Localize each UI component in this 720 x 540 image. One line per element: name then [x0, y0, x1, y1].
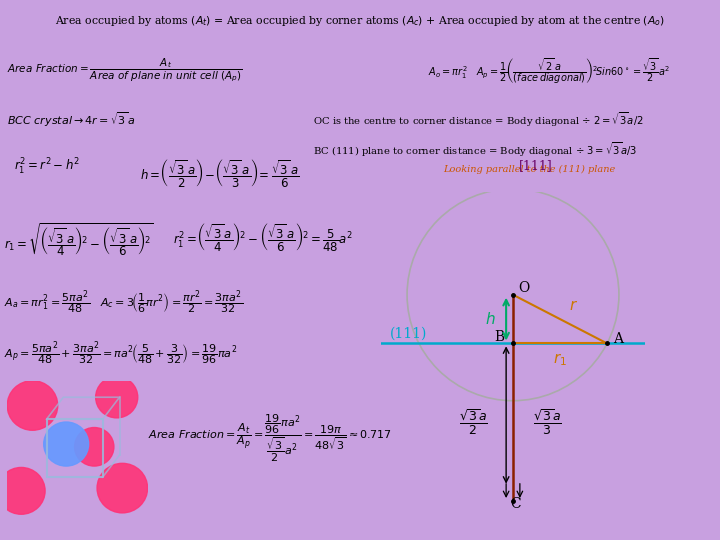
Text: $r_1 = \sqrt{\!\left(\dfrac{\sqrt{3}\,a}{4}\right)^{\!2} - \left(\dfrac{\sqrt{3}: $r_1 = \sqrt{\!\left(\dfrac{\sqrt{3}\,a}… — [4, 221, 153, 258]
Text: $\mathit{Area\ Fraction} = \dfrac{A_t}{\mathit{Area\ of\ plane\ in\ unit\ cell}\: $\mathit{Area\ Fraction} = \dfrac{A_t}{\… — [7, 57, 243, 84]
Text: $r_1^2 = r^2 - h^2$: $r_1^2 = r^2 - h^2$ — [14, 157, 81, 177]
Text: $h$: $h$ — [485, 311, 496, 327]
Text: $r_1$: $r_1$ — [553, 352, 567, 368]
Text: $r$: $r$ — [569, 299, 577, 313]
Circle shape — [0, 468, 45, 514]
Circle shape — [97, 463, 148, 513]
Text: OC is the centre to corner distance = Body diagonal $\div\ 2 = \sqrt{3}a/2$: OC is the centre to corner distance = Bo… — [313, 111, 644, 129]
Text: $A_a = \pi r_1^2 = \dfrac{5\pi a^2}{48} \quad A_c = 3\!\left(\dfrac{1}{6}\pi r^2: $A_a = \pi r_1^2 = \dfrac{5\pi a^2}{48} … — [4, 289, 243, 317]
Text: BC (111) plane to corner distance = Body diagonal $\div\ 3 = \sqrt{3}a/3$: BC (111) plane to corner distance = Body… — [313, 140, 638, 159]
Circle shape — [96, 376, 138, 418]
Text: A: A — [613, 333, 623, 347]
Text: (111): (111) — [390, 327, 427, 341]
Text: Looking parallel to the (111) plane: Looking parallel to the (111) plane — [443, 165, 616, 174]
Text: $\dfrac{\sqrt{3}a}{2}$: $\dfrac{\sqrt{3}a}{2}$ — [459, 407, 487, 437]
Text: $\mathit{BCC\ crystal} \rightarrow 4r = \sqrt{3}\,a$: $\mathit{BCC\ crystal} \rightarrow 4r = … — [7, 111, 136, 130]
Text: $\dfrac{\sqrt{3}a}{3}$: $\dfrac{\sqrt{3}a}{3}$ — [533, 407, 562, 437]
Text: $\mathit{Area\ Fraction} = \dfrac{A_t}{A_p} = \dfrac{\dfrac{19}{96}\pi a^2}{\dfr: $\mathit{Area\ Fraction} = \dfrac{A_t}{A… — [148, 413, 392, 464]
Circle shape — [75, 428, 114, 466]
Text: $r_1^2 = \!\left(\dfrac{\sqrt{3}\,a}{4}\right)^{\!2} - \left(\dfrac{\sqrt{3}\,a}: $r_1^2 = \!\left(\dfrac{\sqrt{3}\,a}{4}\… — [173, 221, 353, 253]
Text: O: O — [518, 281, 530, 295]
Text: C: C — [510, 497, 521, 511]
Text: $h = \!\left(\dfrac{\sqrt{3}\,a}{2}\right)\! - \!\left(\dfrac{\sqrt{3}\,a}{3}\ri: $h = \!\left(\dfrac{\sqrt{3}\,a}{2}\righ… — [140, 157, 300, 188]
Circle shape — [7, 381, 58, 430]
Text: $A_o = \pi r_1^2 \quad A_p = \dfrac{1}{2}\!\left(\dfrac{\sqrt{2}\,a}{(\mathit{fa: $A_o = \pi r_1^2 \quad A_p = \dfrac{1}{2… — [428, 57, 670, 86]
Text: B: B — [495, 329, 505, 343]
Text: Area occupied by atoms $(A_t)$ = Area occupied by corner atoms $(A_c)$ + Area oc: Area occupied by atoms $(A_t)$ = Area oc… — [55, 14, 665, 28]
Text: [111]: [111] — [518, 159, 552, 172]
Circle shape — [44, 422, 89, 466]
Text: $A_p = \dfrac{5\pi a^2}{48} + \dfrac{3\pi a^2}{32} = \pi a^2\!\left(\dfrac{5}{48: $A_p = \dfrac{5\pi a^2}{48} + \dfrac{3\p… — [4, 340, 237, 368]
